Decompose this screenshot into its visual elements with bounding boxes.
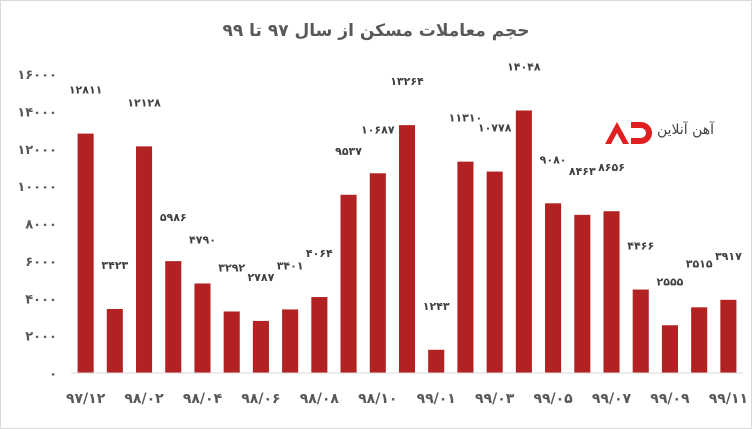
x-tick-label: ۹۸/۰۴ [183, 391, 223, 407]
data-label: ۳۴۲۳ [101, 259, 128, 272]
x-tick-label: ۹۹/۰۹ [650, 391, 690, 407]
bar [340, 194, 357, 373]
data-label: ۱۲۱۲۸ [127, 96, 161, 109]
logo-icon [605, 122, 652, 144]
x-axis: ۹۷/۱۲ ۹۸/۰۲ ۹۸/۰۴ ۹۸/۰۶ ۹۸/۰۸ ۹۸/۱۰ ۹۹/۰۱ ۹۹/۰۳… [66, 391, 748, 407]
data-label: ۴۴۶۶ [627, 240, 654, 253]
y-tick-label: ۸۰۰۰ [25, 218, 57, 233]
data-label: ۱۱۳۱۰ [449, 112, 483, 125]
data-label: ۴۰۶۴ [306, 247, 333, 260]
data-label: ۹۰۸۰ [540, 153, 567, 166]
bar [311, 297, 328, 373]
data-label: ۳۵۱۵ [686, 257, 713, 270]
y-tick-label: ۱۴۰۰۰ [17, 105, 57, 120]
y-tick-label: ۱۶۰۰۰ [17, 68, 57, 83]
chart-title: حجم معاملات مسکن از سال ۹۷ تا ۹۹ [222, 21, 530, 41]
data-label: ۱۳۲۶۴ [390, 75, 424, 88]
y-tick-label: ۱۲۰۰۰ [17, 143, 57, 158]
y-tick-label: ۰ [49, 367, 57, 382]
bar [457, 161, 474, 373]
x-tick-label: ۹۷/۱۲ [66, 391, 106, 407]
x-tick-label: ۹۸/۰۸ [300, 391, 340, 407]
x-tick-label: ۹۹/۰۵ [533, 391, 573, 407]
x-tick-label: ۹۸/۰۶ [241, 391, 280, 407]
bar [398, 125, 416, 373]
data-label: ۳۹۱۷ [715, 250, 742, 263]
bar [282, 309, 299, 373]
bar [720, 299, 737, 373]
data-label: ۳۲۹۲ [218, 261, 245, 274]
x-tick-label: ۹۹/۰۱ [417, 391, 456, 407]
data-label: ۱۲۴۳ [423, 300, 450, 313]
bar [106, 309, 123, 373]
bar [545, 203, 562, 373]
y-axis: ۰ ۲۰۰۰ ۴۰۰۰ ۶۰۰۰ ۸۰۰۰ ۱۰۰۰۰ ۱۲۰۰۰ ۱۴۰۰۰ ۱۶۰۰۰ [17, 68, 57, 382]
x-tick-label: ۹۸/۱۰ [358, 391, 397, 407]
bar [223, 311, 240, 373]
data-label: ۲۵۵۵ [657, 275, 684, 288]
bar [252, 320, 269, 373]
data-label: ۹۵۳۷ [335, 145, 362, 158]
bar [691, 307, 708, 373]
y-tick-label: ۱۰۰۰۰ [17, 180, 57, 195]
bar [661, 325, 678, 373]
x-tick-label: ۹۹/۱۱ [709, 391, 748, 407]
data-label: ۸۴۶۳ [569, 165, 596, 178]
bar [165, 261, 182, 373]
bars-group [77, 110, 737, 373]
data-label: ۱۲۸۱۱ [69, 84, 103, 97]
bar [369, 173, 386, 373]
bar [428, 349, 445, 373]
x-tick-label: ۹۹/۰۳ [475, 391, 515, 407]
data-label: ۱۰۶۸۷ [361, 123, 395, 136]
bar [574, 214, 591, 373]
y-tick-label: ۲۰۰۰ [25, 330, 57, 345]
bar [486, 171, 503, 373]
bar [194, 283, 211, 373]
brand-logo: آهن آنلاین [601, 118, 741, 148]
bar [603, 211, 620, 373]
data-label: ۸۶۵۶ [598, 161, 625, 174]
data-label: ۱۴۰۴۸ [507, 60, 541, 73]
bar [632, 289, 649, 373]
y-tick-label: ۶۰۰۰ [25, 255, 57, 270]
bar [515, 110, 532, 373]
bar [77, 133, 94, 373]
data-label: ۱۰۷۷۸ [478, 122, 512, 135]
bar [136, 146, 153, 373]
data-label: ۴۷۹۰ [189, 233, 216, 246]
x-tick-label: ۹۹/۰۷ [592, 391, 632, 407]
y-tick-label: ۴۰۰۰ [25, 292, 57, 307]
data-label: ۵۹۸۶ [160, 211, 187, 224]
data-label: ۲۷۸۷ [247, 271, 274, 284]
x-tick-label: ۹۸/۰۲ [124, 391, 164, 407]
logo-text: آهن آنلاین [657, 122, 715, 138]
data-label: ۳۴۰۱ [277, 259, 304, 272]
